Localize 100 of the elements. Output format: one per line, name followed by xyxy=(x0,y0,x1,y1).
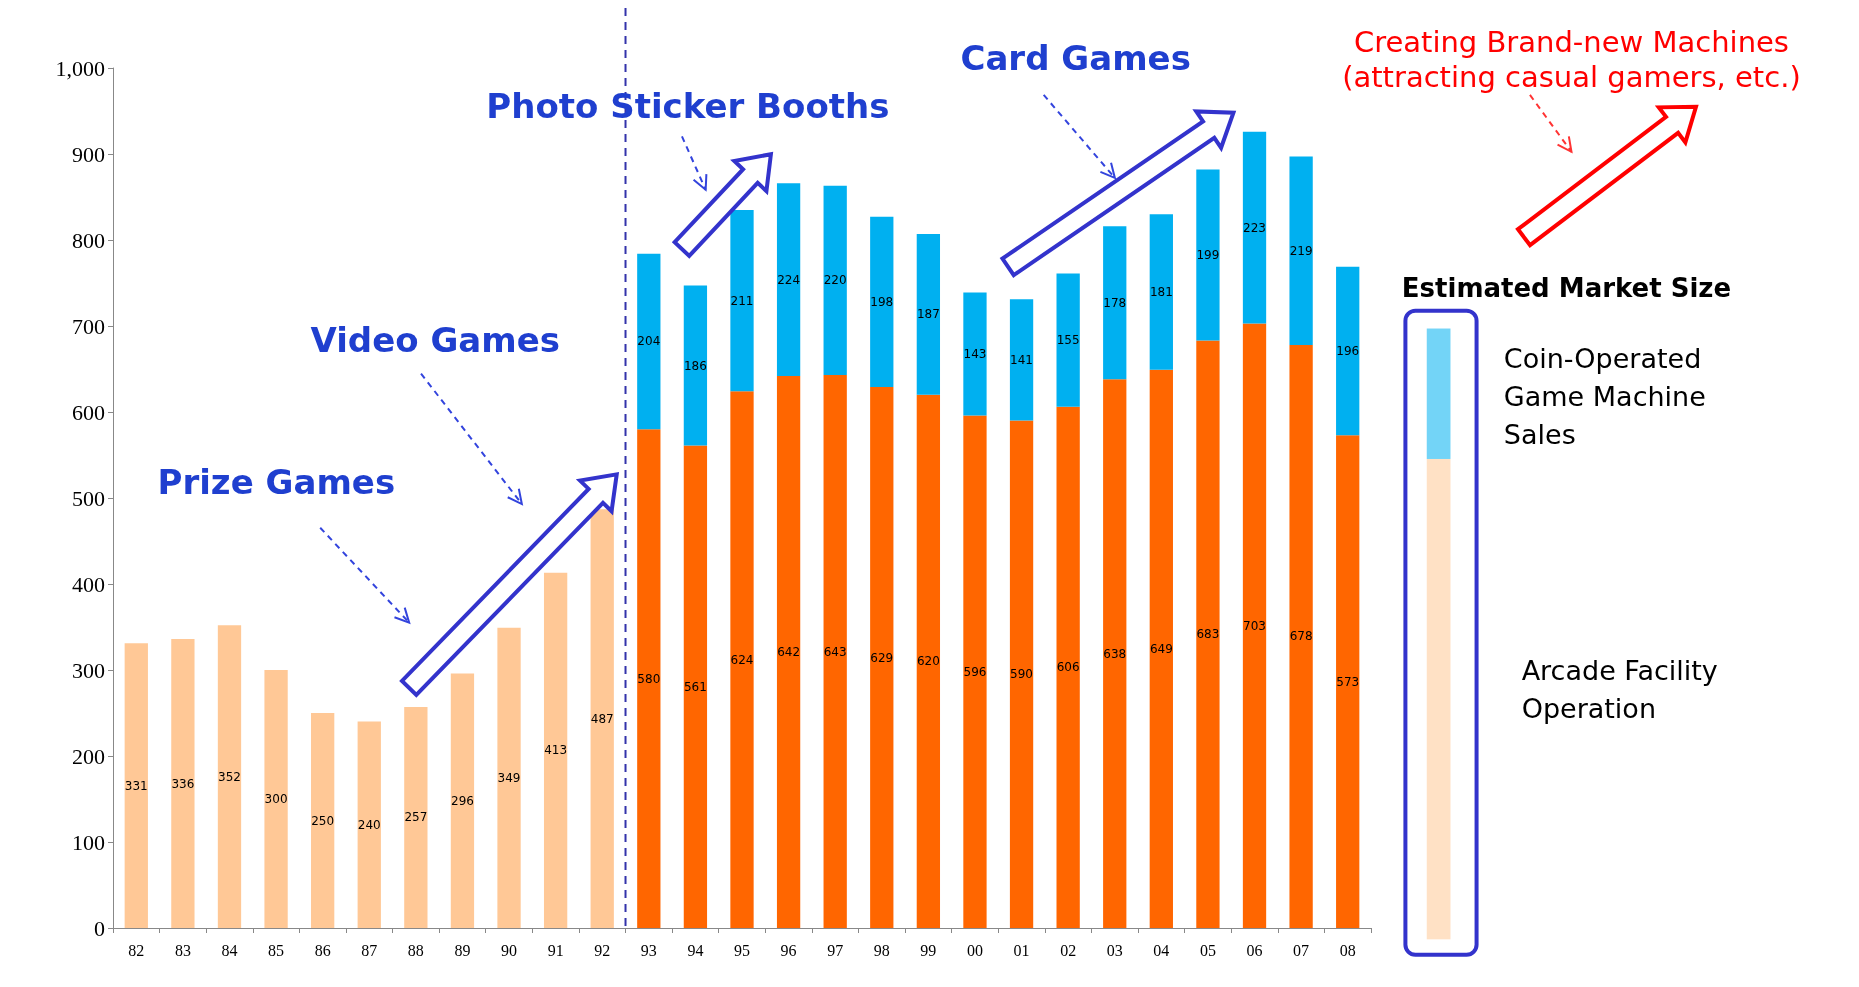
bar xyxy=(357,721,381,928)
y-tick-label: 500 xyxy=(72,485,105,511)
data-label: 300 xyxy=(264,792,288,806)
x-tick-label: 02 xyxy=(1060,941,1077,959)
bar xyxy=(217,625,242,928)
data-label: 561 xyxy=(683,679,707,694)
y-tick-label: 100 xyxy=(72,829,105,855)
data-label: 638 xyxy=(1103,646,1127,661)
bar xyxy=(637,429,661,928)
y-tick-label: 900 xyxy=(72,141,105,167)
x-tick-label: 90 xyxy=(501,941,518,959)
bar xyxy=(916,233,941,395)
data-label: 187 xyxy=(916,307,940,322)
y-tick-label: 1,000 xyxy=(55,55,105,81)
bar xyxy=(963,415,987,928)
bar xyxy=(171,639,195,928)
data-label: 240 xyxy=(357,817,381,832)
data-label: 606 xyxy=(1056,660,1080,675)
bar xyxy=(311,713,335,928)
legend-title: Estimated Market Size xyxy=(1401,272,1732,303)
data-label: 186 xyxy=(683,358,707,373)
data-label: 211 xyxy=(730,293,754,308)
data-label: 219 xyxy=(1289,243,1313,258)
bar xyxy=(683,285,708,446)
x-tick-label: 97 xyxy=(827,941,844,959)
x-tick-label: 01 xyxy=(1013,941,1030,959)
data-label: 196 xyxy=(1336,343,1360,358)
x-tick-label: 94 xyxy=(687,941,704,959)
bar xyxy=(1242,323,1267,928)
x-tick-label: 92 xyxy=(594,941,611,959)
x-tick-label: 85 xyxy=(268,941,285,959)
x-tick-label: 86 xyxy=(314,941,331,959)
bar xyxy=(1149,369,1173,928)
x-tick-label: 89 xyxy=(454,941,471,959)
y-tick-label: 800 xyxy=(72,227,105,253)
x-tick-label: 04 xyxy=(1153,941,1170,959)
x-tick-label: 95 xyxy=(734,941,750,959)
bar xyxy=(1149,214,1173,370)
x-tick-label: 05 xyxy=(1199,941,1216,959)
bar xyxy=(1009,299,1034,421)
y-tick-label: 300 xyxy=(72,657,105,683)
y-tick-label: 0 xyxy=(94,915,105,941)
bar xyxy=(497,627,521,928)
data-label: 224 xyxy=(777,272,801,287)
data-label: 143 xyxy=(963,346,987,361)
x-tick-label: 98 xyxy=(873,941,890,959)
x-tick-label: 83 xyxy=(174,941,191,959)
bar xyxy=(1336,266,1360,436)
annotation: Photo Sticker Booths xyxy=(485,86,891,128)
data-label: 178 xyxy=(1103,295,1127,310)
data-label: 199 xyxy=(1196,248,1220,263)
bar xyxy=(1336,435,1360,928)
bar xyxy=(683,445,708,928)
data-label: 624 xyxy=(730,652,754,667)
bar xyxy=(1009,420,1034,928)
x-tick-label: 00 xyxy=(966,941,983,959)
bar xyxy=(776,183,801,376)
x-tick-label: 06 xyxy=(1246,941,1263,959)
bar xyxy=(730,209,754,392)
bar xyxy=(543,572,568,928)
text: Coin-Operated Game Machine Sales xyxy=(1503,342,1707,452)
x-tick-label: 96 xyxy=(780,941,797,959)
bar xyxy=(1196,169,1220,341)
x-tick-label: 91 xyxy=(547,941,564,959)
annotation: Creating Brand-new Machines (attracting casual gamers, etc.) xyxy=(1341,24,1802,95)
x-tick-label: 84 xyxy=(221,941,238,959)
bar xyxy=(730,391,754,928)
data-label: 649 xyxy=(1149,641,1173,656)
bar xyxy=(637,253,661,430)
x-tick-label: 88 xyxy=(407,941,424,959)
bar xyxy=(1056,406,1080,928)
bar xyxy=(870,216,894,388)
data-label: 703 xyxy=(1243,618,1266,633)
bar xyxy=(1103,379,1127,928)
data-label: 580 xyxy=(637,671,661,686)
x-tick-label: 08 xyxy=(1339,941,1356,959)
data-label: 352 xyxy=(218,769,241,784)
data-label: 349 xyxy=(497,770,521,785)
x-tick-label: 82 xyxy=(128,941,145,959)
data-label: 487 xyxy=(590,711,614,726)
bar xyxy=(1242,131,1267,324)
bar xyxy=(823,375,847,928)
y-tick-label: 700 xyxy=(72,313,105,339)
x-tick-label: 87 xyxy=(361,941,378,959)
data-label: 331 xyxy=(124,778,148,793)
bar xyxy=(124,643,148,928)
data-label: 590 xyxy=(1010,667,1034,682)
data-label: 141 xyxy=(1010,352,1034,367)
bar xyxy=(916,394,941,928)
data-label: 620 xyxy=(916,654,940,669)
bar xyxy=(823,185,847,376)
bar xyxy=(1056,273,1080,407)
bar xyxy=(264,670,288,928)
data-label: 257 xyxy=(404,810,428,825)
x-tick-label: 03 xyxy=(1106,941,1123,959)
data-label: 181 xyxy=(1149,285,1173,300)
bar xyxy=(1196,340,1220,928)
data-label: 413 xyxy=(544,743,568,758)
bar xyxy=(1289,344,1313,928)
text: Arcade Facility Operation xyxy=(1521,654,1719,727)
